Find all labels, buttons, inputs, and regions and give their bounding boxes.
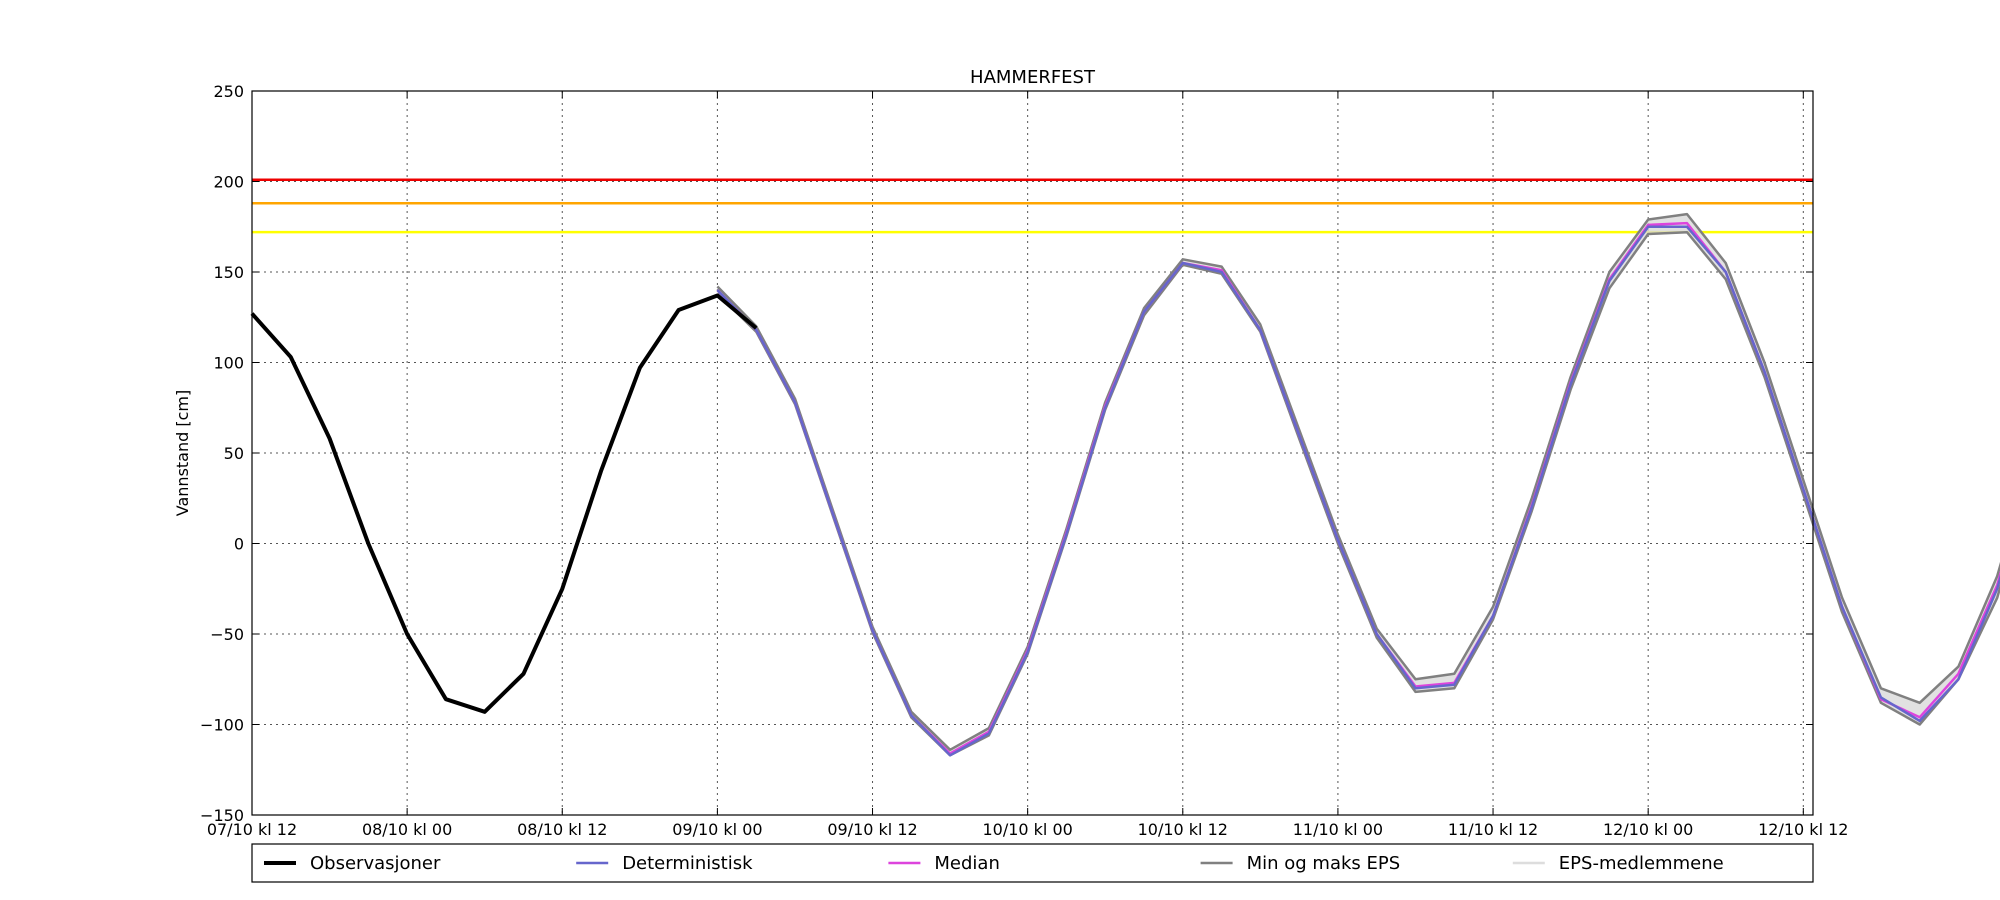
x-tick-label: 12/10 kl 12 xyxy=(1758,820,1848,839)
series-lines xyxy=(250,212,2000,757)
legend-label: Observasjoner xyxy=(310,853,441,874)
legend-label: Deterministisk xyxy=(622,853,753,874)
x-tick-label: 07/10 kl 12 xyxy=(207,820,297,839)
x-tick-label: 12/10 kl 00 xyxy=(1603,820,1693,839)
y-axis-ticks: −150 −100 −50 0 50 100 150 200 250 xyxy=(200,82,1813,825)
x-tick-label: 09/10 kl 00 xyxy=(672,820,762,839)
y-tick-label: 100 xyxy=(213,354,244,373)
y-tick-label: −100 xyxy=(200,716,244,735)
x-tick-label: 08/10 kl 12 xyxy=(517,820,607,839)
x-tick-label: 11/10 kl 00 xyxy=(1293,820,1383,839)
eps-max-line xyxy=(716,212,2000,752)
y-axis-label: Vannstand [cm] xyxy=(173,390,192,516)
x-tick-label: 09/10 kl 12 xyxy=(827,820,917,839)
y-tick-label: 50 xyxy=(224,444,244,463)
y-tick-label: −150 xyxy=(200,806,244,825)
legend: Observasjoner Deterministisk Median Min og … xyxy=(251,843,1814,883)
legend-box xyxy=(251,843,1814,883)
deterministisk-line xyxy=(716,225,2000,757)
y-tick-label: −50 xyxy=(210,625,244,644)
grid xyxy=(252,91,1813,815)
x-tick-label: 10/10 kl 12 xyxy=(1138,820,1228,839)
x-tick-label: 11/10 kl 12 xyxy=(1448,820,1538,839)
threshold-lines xyxy=(252,178,1813,234)
observasjoner-line xyxy=(250,293,758,714)
legend-label: Median xyxy=(934,853,999,874)
x-tick-label: 08/10 kl 00 xyxy=(362,820,452,839)
legend-label: Min og maks EPS xyxy=(1247,853,1401,874)
y-tick-label: 250 xyxy=(213,82,244,101)
x-axis-ticks: 07/10 kl 12 08/10 kl 00 08/10 kl 12 09/10 k… xyxy=(207,91,1848,839)
legend-label: EPS-medlemmene xyxy=(1559,853,1724,874)
y-tick-label: 150 xyxy=(213,263,244,282)
y-tick-label: 0 xyxy=(234,535,244,554)
eps-min-line xyxy=(716,230,2000,757)
y-tick-label: 200 xyxy=(213,173,244,192)
chart-title: HAMMERFEST xyxy=(970,67,1096,88)
x-tick-label: 10/10 kl 00 xyxy=(982,820,1072,839)
